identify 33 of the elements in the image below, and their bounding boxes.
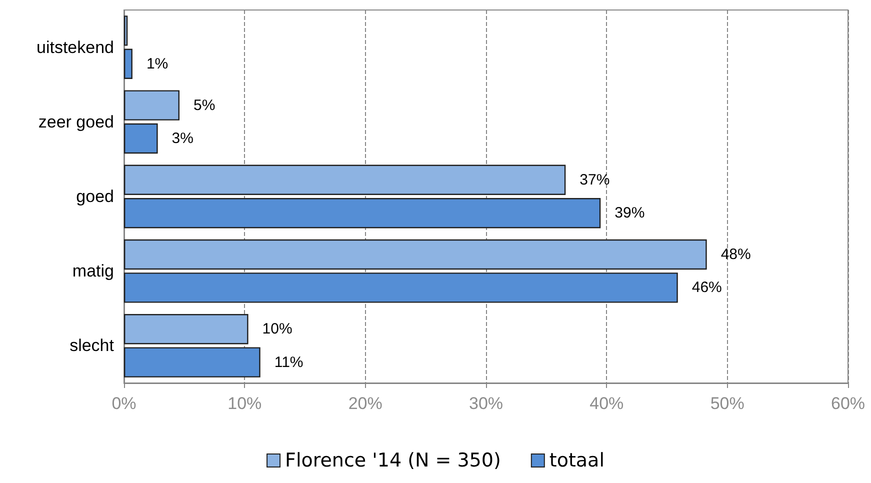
data-label: 46% bbox=[692, 279, 722, 296]
data-label: 5% bbox=[194, 96, 216, 114]
x-tick-label: 0% bbox=[112, 394, 136, 413]
bar bbox=[124, 123, 158, 154]
legend-label: Florence '14 (N = 350) bbox=[285, 450, 501, 472]
data-label: 39% bbox=[614, 204, 645, 222]
y-tick-label: matig bbox=[72, 262, 114, 281]
bar bbox=[124, 16, 128, 46]
y-tick-label: slecht bbox=[70, 336, 114, 356]
data-label: 1% bbox=[146, 55, 168, 72]
bar bbox=[124, 164, 566, 195]
data-label: 48% bbox=[720, 246, 751, 263]
bar bbox=[124, 347, 260, 378]
y-tick-label: zeer goed bbox=[38, 112, 114, 132]
x-tick-label: 10% bbox=[228, 394, 262, 413]
y-tick-label: goed bbox=[76, 187, 114, 206]
bar bbox=[124, 239, 707, 270]
bar bbox=[124, 90, 180, 120]
data-label: 3% bbox=[172, 130, 194, 148]
x-tick-label: 60% bbox=[830, 394, 866, 413]
bar bbox=[124, 314, 248, 344]
bar bbox=[124, 198, 601, 228]
legend-label: totaal bbox=[549, 450, 604, 472]
y-tick-label: uitstekend bbox=[36, 38, 114, 57]
x-tick-label: 30% bbox=[468, 394, 504, 413]
data-label: 11% bbox=[274, 354, 304, 371]
x-tick-label: 20% bbox=[348, 394, 382, 413]
bar bbox=[124, 272, 678, 303]
data-label: 10% bbox=[262, 320, 292, 338]
data-label: 37% bbox=[580, 171, 610, 188]
x-tick-label: 40% bbox=[590, 394, 624, 413]
x-tick-label: 50% bbox=[710, 394, 744, 413]
bar bbox=[124, 48, 132, 80]
